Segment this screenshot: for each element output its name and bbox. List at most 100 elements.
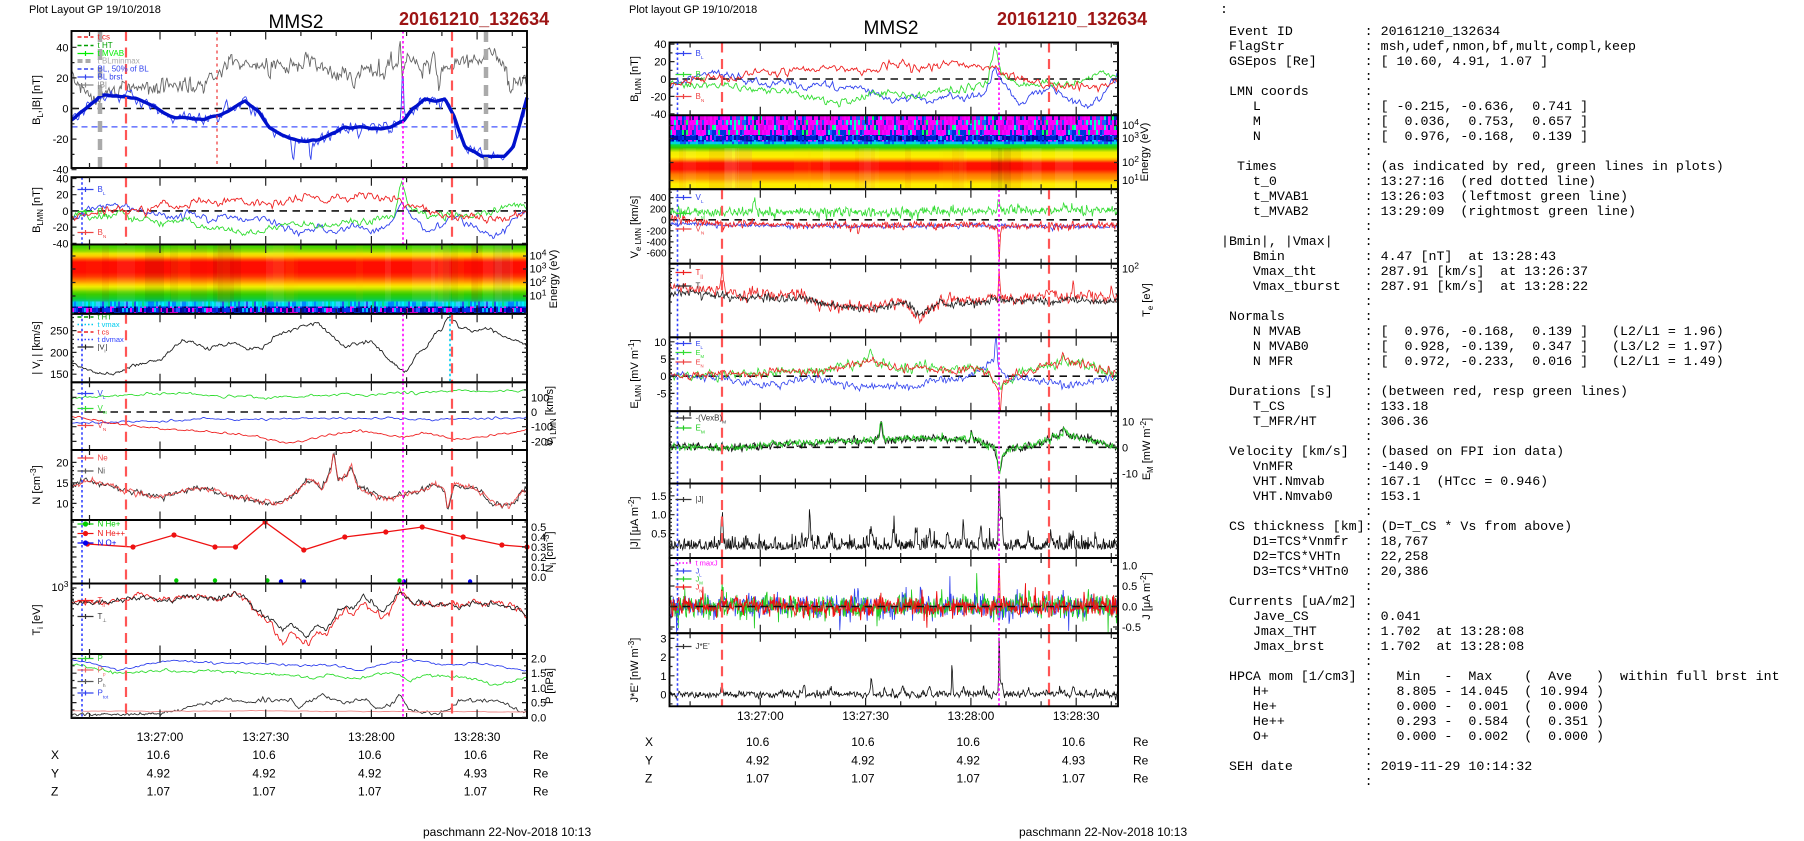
svg-text:1.07: 1.07: [746, 772, 770, 786]
svg-text:13:27:00: 13:27:00: [137, 730, 184, 744]
svg-text:T||: T||: [696, 268, 703, 280]
svg-text:|J| [μA m-2]: |J| [μA m-2]: [626, 496, 641, 549]
svg-text:Te [eV]: Te [eV]: [1141, 283, 1155, 317]
svg-text:EN: EN: [696, 358, 704, 369]
svg-text:1.07: 1.07: [147, 785, 171, 799]
svg-text:1.07: 1.07: [358, 785, 382, 799]
svg-text:0: 0: [1122, 442, 1128, 454]
svg-text:t MVAB: t MVAB: [98, 49, 125, 58]
svg-text:4.93: 4.93: [1062, 754, 1086, 768]
svg-text:0.5: 0.5: [1122, 581, 1137, 593]
svg-text:0.3: 0.3: [531, 542, 546, 554]
svg-text:X: X: [51, 748, 59, 762]
svg-text:VM: VM: [98, 404, 107, 416]
svg-text:3: 3: [660, 633, 666, 645]
svg-text:20161210_132634: 20161210_132634: [399, 9, 549, 29]
svg-text:0: 0: [661, 215, 667, 226]
svg-text:13:27:30: 13:27:30: [242, 730, 289, 744]
svg-text:BL brst: BL brst: [98, 73, 124, 82]
svg-text:|J|: |J|: [696, 495, 704, 504]
svg-text:VM: VM: [696, 209, 705, 221]
svg-text:Pp: Pp: [98, 666, 106, 678]
svg-text:13:28:00: 13:28:00: [348, 730, 395, 744]
svg-text:t cs: t cs: [98, 33, 110, 42]
svg-text:BLMN [nT]: BLMN [nT]: [31, 187, 45, 233]
svg-text:Re: Re: [533, 748, 549, 762]
svg-text:1.0: 1.0: [531, 683, 546, 695]
svg-text:0.0: 0.0: [1122, 602, 1137, 614]
svg-text:1.07: 1.07: [1062, 772, 1086, 786]
svg-text:VN: VN: [98, 421, 107, 433]
svg-text:4.92: 4.92: [358, 767, 382, 781]
svg-text:2.0: 2.0: [531, 654, 546, 666]
svg-text:VL: VL: [98, 389, 106, 401]
svg-text:t HT: t HT: [98, 313, 113, 322]
svg-text:10: 10: [1122, 416, 1134, 428]
svg-text:4.92: 4.92: [147, 767, 171, 781]
svg-text:| Vi | [km/s]: | Vi | [km/s]: [31, 321, 45, 374]
svg-text:Z: Z: [51, 785, 58, 799]
svg-text:Y: Y: [645, 754, 653, 768]
svg-text:10.6: 10.6: [464, 748, 488, 762]
svg-text:0.5: 0.5: [651, 529, 666, 541]
svg-text:paschmann 22-Nov-2018 10:13: paschmann 22-Nov-2018 10:13: [1019, 825, 1187, 839]
svg-text:15: 15: [56, 478, 68, 490]
svg-text:0.1: 0.1: [531, 562, 546, 574]
svg-text:10.6: 10.6: [957, 735, 981, 749]
svg-text:-200: -200: [646, 226, 666, 237]
svg-text:100: 100: [531, 392, 549, 404]
svg-text:13:27:00: 13:27:00: [737, 709, 784, 723]
svg-text:BM: BM: [98, 207, 107, 219]
svg-text:BL,|B| [nT]: BL,|B| [nT]: [31, 75, 45, 125]
svg-text:|Vi|: |Vi|: [98, 343, 108, 354]
svg-text:40: 40: [654, 39, 666, 51]
svg-text:-400: -400: [646, 237, 666, 248]
svg-text:10.6: 10.6: [851, 735, 875, 749]
svg-text:13:28:00: 13:28:00: [948, 709, 995, 723]
svg-text:BLMN [nT]: BLMN [nT]: [629, 56, 643, 102]
svg-text:Ph: Ph: [98, 677, 106, 689]
svg-text:EM [mW m-2]: EM [mW m-2]: [1138, 418, 1155, 480]
svg-text:10: 10: [654, 337, 666, 349]
svg-text:150: 150: [50, 369, 68, 381]
svg-text:Re: Re: [1133, 772, 1149, 786]
svg-text:-5: -5: [657, 388, 667, 400]
svg-text:5: 5: [660, 354, 666, 366]
svg-text:VN: VN: [696, 225, 705, 237]
svg-text:-100: -100: [531, 422, 553, 434]
svg-text:-600: -600: [646, 248, 666, 259]
svg-text:10.6: 10.6: [358, 748, 382, 762]
svg-text:0.4: 0.4: [531, 532, 546, 544]
svg-text:J [μA m-2]: J [μA m-2]: [1138, 572, 1153, 620]
svg-text:0: 0: [660, 74, 666, 86]
svg-text:Plot Layout GP 19/10/2018: Plot Layout GP 19/10/2018: [29, 4, 161, 16]
svg-text:-40: -40: [53, 238, 69, 250]
svg-text:J*E’ [nW m-3]: J*E’ [nW m-3]: [626, 638, 641, 703]
svg-text:paschmann 22-Nov-2018 10:13: paschmann 22-Nov-2018 10:13: [423, 825, 591, 839]
svg-text:BM: BM: [696, 70, 705, 82]
svg-text:P: P: [98, 654, 103, 663]
svg-text:1.0: 1.0: [651, 510, 666, 522]
svg-text:0: 0: [531, 407, 537, 419]
svg-text:40: 40: [56, 42, 68, 54]
svg-text:t dvmax: t dvmax: [98, 335, 125, 344]
svg-text:20: 20: [56, 457, 68, 469]
svg-text:0.0: 0.0: [531, 712, 546, 724]
svg-text:MMS2: MMS2: [269, 12, 324, 33]
svg-text:T||: T||: [98, 596, 105, 608]
svg-text:Re: Re: [533, 767, 549, 781]
svg-text:4.92: 4.92: [957, 754, 981, 768]
svg-text:10.6: 10.6: [252, 748, 276, 762]
svg-text:BL: BL: [98, 185, 106, 197]
svg-text:13:28:30: 13:28:30: [1053, 709, 1100, 723]
svg-text:Y: Y: [51, 767, 59, 781]
svg-text:P [nPa]: P [nPa]: [544, 668, 556, 704]
svg-text:T⊥: T⊥: [98, 612, 107, 624]
svg-text:10: 10: [56, 498, 68, 510]
svg-text:1: 1: [660, 671, 666, 683]
svg-text:-10: -10: [1122, 468, 1138, 480]
svg-text:BN: BN: [98, 228, 107, 240]
svg-text:EM: EM: [696, 424, 705, 436]
svg-text:MMS2: MMS2: [864, 18, 919, 39]
svg-text:JN: JN: [696, 583, 703, 594]
